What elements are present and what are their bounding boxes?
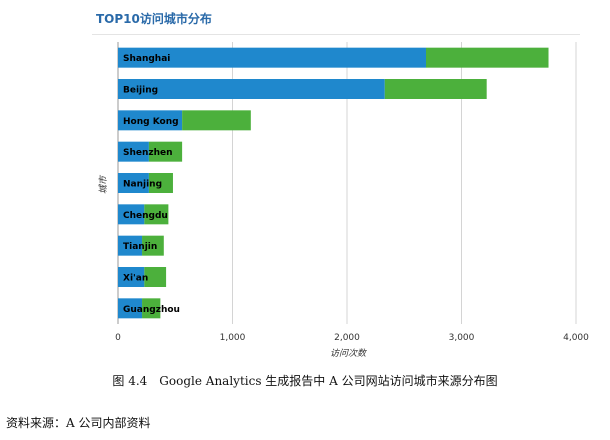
category-label: Guangzhou xyxy=(123,305,180,315)
category-label: Tianjin xyxy=(123,242,157,252)
bars xyxy=(118,47,549,319)
bar-segment-1 xyxy=(118,79,385,99)
category-label: Chengdu xyxy=(123,211,168,221)
bar-segment-1 xyxy=(118,204,145,225)
bar-segment-1 xyxy=(118,298,143,319)
x-tick-label: 2,000 xyxy=(334,333,360,343)
category-label: Nanjing xyxy=(123,180,162,190)
bar-segment-2 xyxy=(148,141,183,162)
figure-caption: 图 4.4 Google Analytics 生成报告中 A 公司网站访问城市来… xyxy=(112,374,498,388)
x-tick-label: 4,000 xyxy=(563,333,589,343)
bar-segment-1 xyxy=(118,47,427,68)
x-axis-ticks: 0 1,000 2,000 3,000 4,000 xyxy=(115,333,589,343)
bar-segment-1 xyxy=(118,110,183,131)
bar-segment-2 xyxy=(142,298,161,319)
bar-segment-2 xyxy=(148,173,173,193)
bar-segment-2 xyxy=(182,110,251,131)
category-label: Shanghai xyxy=(123,54,170,64)
bar-segment-2 xyxy=(426,47,549,68)
bar-segment-2 xyxy=(142,235,164,256)
category-label: Beijing xyxy=(123,86,158,96)
bar-segment-1 xyxy=(118,235,143,256)
bar-chart: Shanghai Beijing Hong Kong Shenzhen Nanjing C… xyxy=(98,42,589,359)
title-divider xyxy=(92,34,580,35)
bar-segment-1 xyxy=(118,173,149,193)
bar-segment-1 xyxy=(118,267,145,287)
x-axis-title: 访问次数 xyxy=(330,348,367,359)
category-labels: Shanghai Beijing Hong Kong Shenzhen Nanjing C… xyxy=(123,54,180,315)
bar-segment-2 xyxy=(384,79,487,99)
bar-segment-1 xyxy=(118,141,149,162)
source-note: 资料来源：A 公司内部资料 xyxy=(6,416,151,430)
category-label: Shenzhen xyxy=(123,148,173,158)
bar-segment-2 xyxy=(144,204,169,225)
category-label: Xi'an xyxy=(123,274,148,284)
x-tick-label: 3,000 xyxy=(449,333,475,343)
x-tick-label: 0 xyxy=(115,333,121,343)
bar-segment-2 xyxy=(144,267,167,287)
y-axis-title: 城市 xyxy=(98,174,109,194)
x-tick-label: 1,000 xyxy=(220,333,246,343)
chart-title: TOP10访问城市分布 xyxy=(96,12,212,26)
category-label: Hong Kong xyxy=(123,117,179,127)
